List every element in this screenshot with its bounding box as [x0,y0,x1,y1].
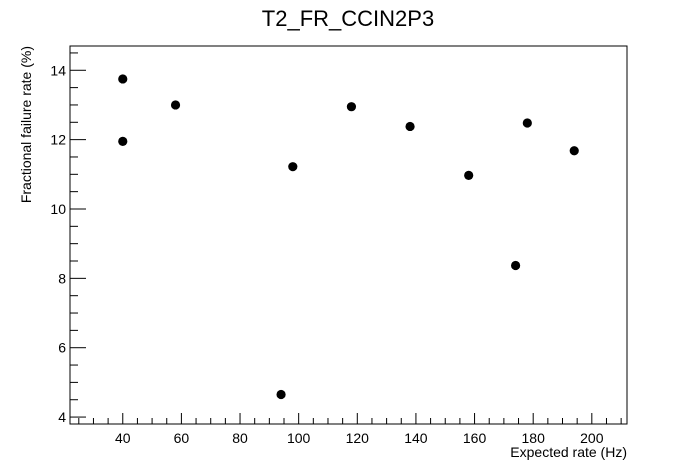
data-point [118,136,128,146]
data-points [118,74,579,400]
x-tick-label: 160 [463,430,487,446]
plot-frame [69,45,628,425]
x-tick-label: 100 [287,430,311,446]
data-point [346,102,357,112]
data-point [170,100,181,110]
y-tick-label: 4 [58,409,66,425]
x-tick-label: 200 [580,430,604,446]
x-tick-label: 40 [115,430,131,446]
x-tick-label: 60 [174,430,190,446]
data-point [288,162,298,172]
x-axis-label: Expected rate (Hz) [510,444,627,460]
data-point [118,74,128,84]
y-tick-label: 8 [58,270,66,286]
y-tick-label: 12 [50,132,66,148]
axes: 40 60 80 100 120 140 160 180 200 4 6 8 10 12 14 [50,52,622,446]
x-tick-label: 80 [232,430,248,446]
data-point [510,260,521,271]
x-tick-label: 180 [522,430,546,446]
data-point [276,389,286,400]
x-tick-label: 120 [346,430,370,446]
data-point [405,121,415,132]
y-tick-label: 14 [50,62,66,78]
data-point [464,170,474,180]
data-point [569,146,579,156]
chart-title: T2_FR_CCIN2P3 [262,6,434,31]
y-tick-label: 10 [50,201,66,217]
y-tick-label: 6 [58,340,66,356]
y-axis-label: Fractional failure rate (%) [18,46,34,203]
x-tick-label: 140 [404,430,428,446]
data-point [522,118,532,128]
